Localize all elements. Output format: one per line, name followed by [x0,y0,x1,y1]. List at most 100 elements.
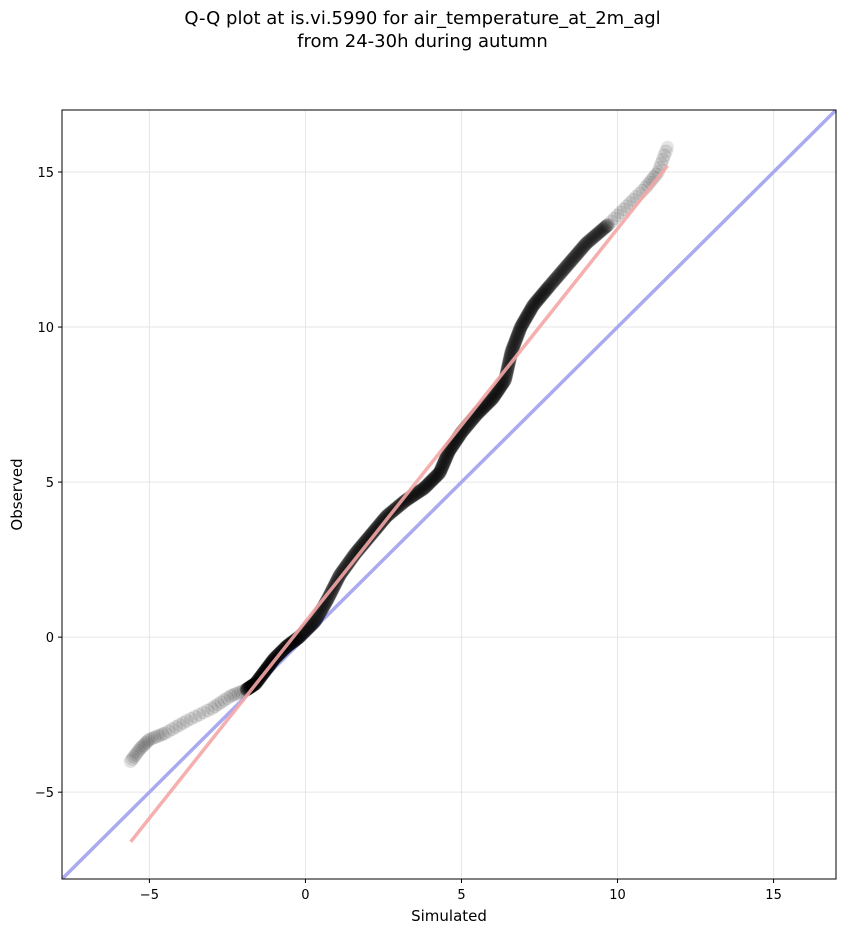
qq-point [512,323,527,338]
qq-point [521,306,536,321]
qq-point [515,316,530,331]
qq-point [207,699,222,714]
qq-point [435,459,450,474]
qq-point [536,286,551,301]
qq-point [657,148,672,163]
qq-point [411,484,426,499]
qq-point [510,329,525,344]
qq-point [530,293,545,308]
qq-point [518,311,533,326]
qq-point [438,451,453,466]
qq-point [531,291,546,306]
qq-point [188,709,203,724]
qq-point [211,697,226,712]
qq-point [184,711,198,726]
qq-point [532,290,547,305]
qq-point [155,727,170,742]
qq-point [556,262,571,277]
qq-point [538,283,553,298]
fit-line-group [129,164,669,843]
qq-point [439,449,454,464]
qq-point [428,469,443,484]
qq-point [593,224,608,239]
qq-point [165,722,180,737]
qq-point [519,309,534,324]
qq-point [200,703,215,718]
qq-point [440,446,455,461]
qq-point [553,266,568,281]
qq-point [598,220,613,235]
qq-point [439,448,454,463]
qq-point [545,275,560,290]
qq-point [508,334,523,349]
qq-point [562,255,577,270]
qq-point [579,235,594,250]
qq-point [510,327,525,342]
qq-point [424,474,439,489]
qq-point [161,724,176,739]
qq-point [131,743,146,758]
qq-point [512,323,527,338]
qq-point [410,485,425,500]
qq-point [522,305,537,320]
qq-point [578,236,593,251]
qq-point [484,392,499,407]
qq-point [420,478,435,493]
qq-point [481,396,496,411]
qq-point [438,451,453,466]
qq-point [579,236,594,251]
qq-point [423,474,438,489]
qq-point [176,715,191,730]
qq-point [520,309,535,324]
qq-point [533,289,548,304]
qq-point [544,276,559,291]
qq-point [541,280,556,295]
qq-point [569,247,584,262]
y-axis-label: Observed [8,458,26,530]
qq-point [583,233,598,248]
qq-point [539,283,554,298]
qq-point [481,395,496,410]
qq-point [413,483,428,498]
qq-point [429,468,444,483]
qq-point [428,470,443,485]
qq-point [425,472,440,487]
qq-point [576,239,591,254]
qq-point [488,387,503,402]
qq-point [598,219,613,234]
qq-point [553,266,568,281]
qq-point [542,279,557,294]
qq-point [513,321,528,336]
qq-point [595,222,610,237]
qq-point [520,307,535,322]
qq-point [438,452,453,467]
qq-point [308,613,323,628]
qq-point [562,255,577,270]
qq-point [580,235,595,250]
qq-point [434,462,449,477]
qq-point [561,257,576,272]
x-axis-label: Simulated [411,907,487,925]
qq-point [514,318,529,333]
qq-point [534,288,549,303]
qq-point [233,684,248,699]
qq-point [585,230,600,245]
qq-point [433,464,448,479]
chart-title-line-2: from 24-30h during autumn [297,31,548,52]
qq-point [487,389,502,404]
qq-point [595,222,610,237]
qq-point [583,232,598,247]
qq-point [483,393,498,408]
qq-point [528,296,543,311]
qq-point [547,273,562,288]
qq-point [551,268,566,283]
qq-point [508,333,523,348]
qq-point [550,269,565,284]
qq-point [559,259,574,274]
qq-point [335,564,350,579]
qq-point [426,471,441,486]
qq-point [412,484,427,499]
qq-point [564,253,579,268]
qq-point [563,254,578,269]
qq-point [530,293,545,308]
